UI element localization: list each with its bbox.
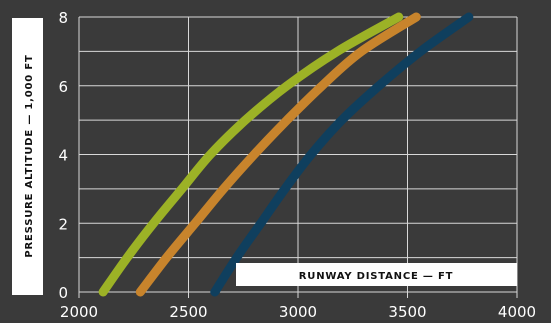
y-tick-label-0: 0 <box>58 284 68 302</box>
x-tick-label-3500: 3500 <box>388 303 426 321</box>
series-line-2 <box>135 12 421 297</box>
tick-labels: 0 2 4 6 8 2000 2500 3000 3500 4000 <box>58 9 536 321</box>
x-axis-label: RUNWAY DISTANCE — FT <box>299 271 453 282</box>
y-tick-label-2: 2 <box>58 215 68 233</box>
x-tick-label-4000: 4000 <box>498 303 536 321</box>
series-line-1 <box>98 12 404 297</box>
x-axis-label-box <box>236 263 517 286</box>
y-axis-label-group: PRESSURE ALTITUDE — 1,000 FT <box>12 18 43 295</box>
series-layer <box>98 12 474 297</box>
y-tick-label-8: 8 <box>58 9 68 27</box>
x-tick-label-2000: 2000 <box>60 303 98 321</box>
y-axis-label-box <box>12 18 43 295</box>
grid <box>78 16 518 298</box>
x-tick-label-3000: 3000 <box>279 303 317 321</box>
x-axis-label-group: RUNWAY DISTANCE — FT <box>236 263 517 286</box>
y-tick-label-4: 4 <box>58 147 68 165</box>
x-tick-label-2500: 2500 <box>169 303 207 321</box>
series-line-3 <box>210 12 474 297</box>
y-axis-label: PRESSURE ALTITUDE — 1,000 FT <box>24 54 35 257</box>
y-tick-label-6: 6 <box>58 78 68 96</box>
